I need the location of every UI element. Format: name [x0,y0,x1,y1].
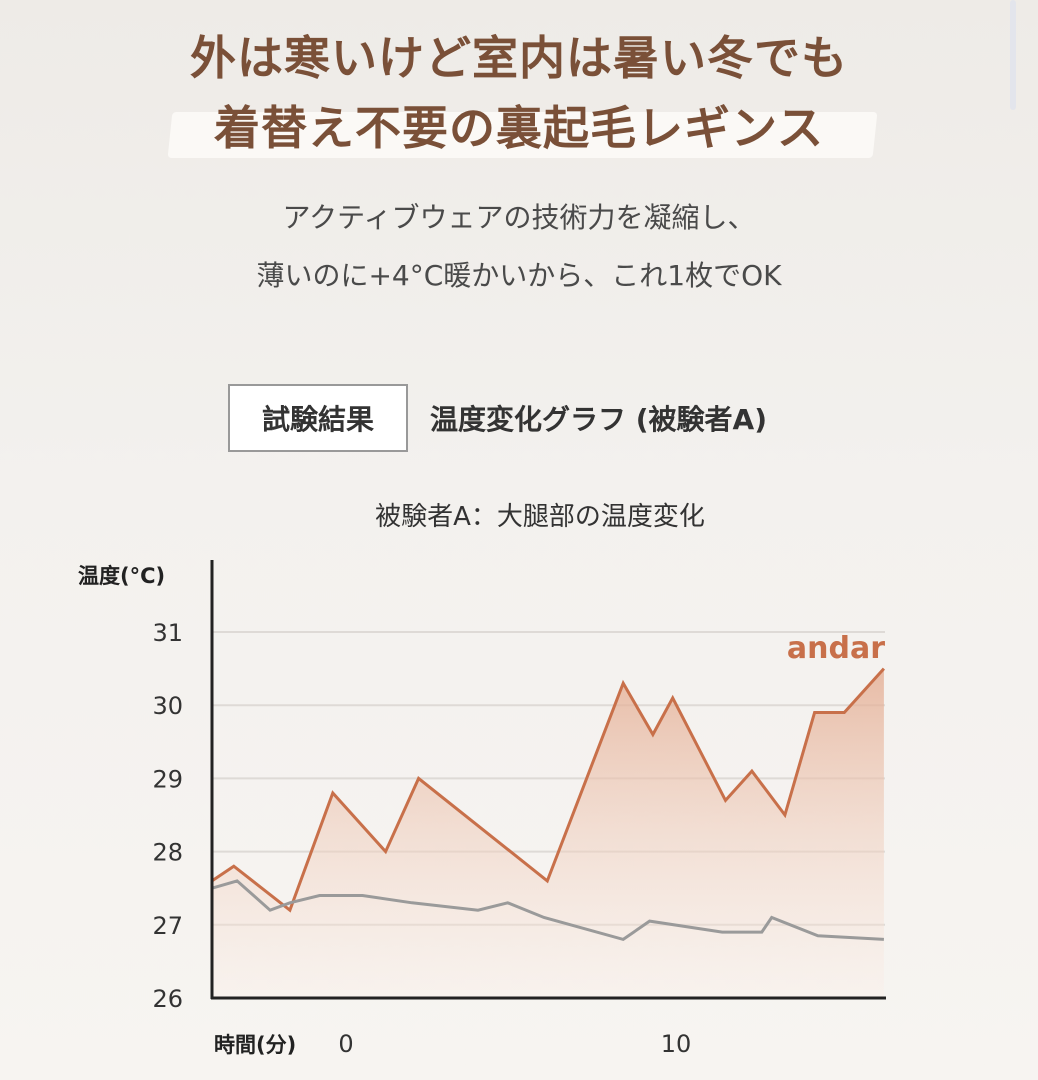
test-result-badge: 試験結果 [228,384,408,452]
chart-title: 被験者A：大腿部の温度変化 [375,502,705,532]
y-tick-label: 27 [152,912,183,940]
y-axis-label: 温度(°C) [78,564,165,588]
headline-line2: 着替え不要の裏起毛レギンス [213,101,825,155]
y-tick-label: 29 [152,765,183,793]
scrollbar[interactable] [1010,0,1016,110]
y-tick-label: 28 [152,839,183,867]
x-tick-label: 0 [338,1030,353,1058]
headline-line1: 外は寒いけど室内は暑い冬でも [190,31,848,85]
subtext-line2: 薄いのに+4°C暖かいから、これ1枚でOK [256,259,782,292]
y-tick-label: 26 [152,985,183,1013]
y-tick-label: 31 [152,619,183,647]
y-tick-label: 30 [152,692,183,720]
andar-series-line [211,667,886,913]
x-tick-label: 10 [661,1030,692,1058]
subtext-line1: アクティブウェアの技術力を凝縮し、 [282,201,756,234]
section-title: 温度変化グラフ (被験者A) [430,403,768,436]
series-label-andar: andar [787,631,885,666]
andar-area-fill [212,668,884,997]
x-axis-label: 時間(分) [214,1033,296,1057]
